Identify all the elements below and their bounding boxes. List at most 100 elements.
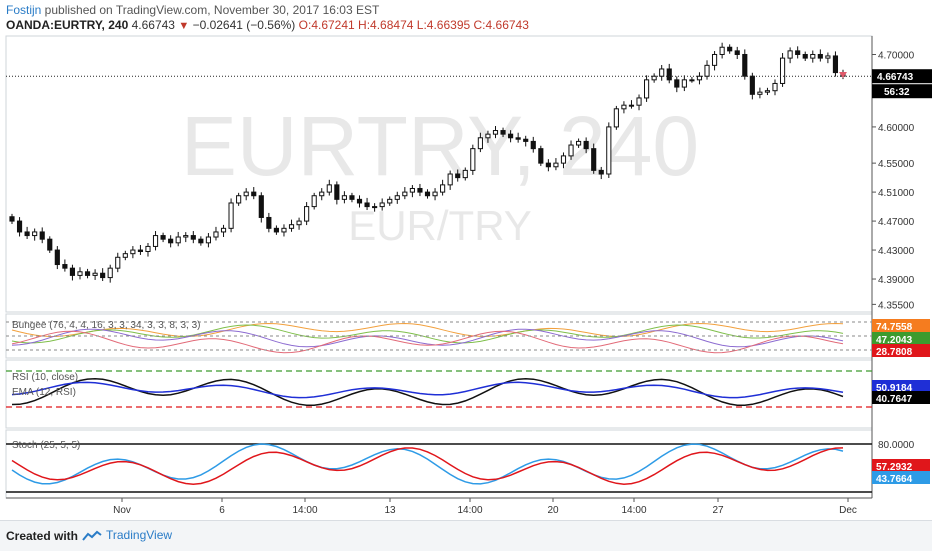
- candle-body: [236, 195, 242, 204]
- candle-body: [62, 264, 68, 269]
- time-tick-label: 14:00: [457, 505, 482, 516]
- price-change: −0.02641 (−0.56%): [192, 18, 296, 32]
- candle-series: [6, 42, 872, 283]
- candle-body: [500, 130, 506, 135]
- candle-body: [228, 202, 234, 229]
- watermark-pair: EUR/TRY: [348, 202, 532, 249]
- ohlc-line: OANDA:EURTRY, 240 4.66743 ▼ −0.02641 (−0…: [6, 18, 529, 32]
- rsi-line: [11, 377, 844, 406]
- candle-body: [757, 91, 763, 95]
- candle-body: [432, 191, 438, 197]
- candle-body: [666, 68, 672, 81]
- candle-body: [832, 55, 839, 74]
- candle-body: [220, 227, 227, 233]
- candle-body: [772, 82, 778, 92]
- stoch-title: Stoch (25, 5, 5): [12, 440, 80, 451]
- candle-body: [523, 138, 529, 142]
- candle-body: [273, 227, 279, 233]
- countdown-label: 56:32: [884, 87, 910, 98]
- price-tick-label: 4.35500: [878, 300, 915, 311]
- price-tick-label: 4.55000: [878, 159, 915, 170]
- candle-body: [402, 191, 408, 197]
- candle-body: [47, 238, 53, 251]
- ema-value: 50.9184: [876, 383, 913, 394]
- candle-body: [470, 148, 476, 171]
- candle-body: [644, 79, 650, 99]
- candle-body: [130, 249, 136, 255]
- candle-body: [455, 173, 461, 179]
- author-link[interactable]: Fostijn: [6, 3, 42, 17]
- time-axis: Nov 6 14:00 13 14:00 20 14:00 27 Dec: [113, 498, 857, 516]
- bungee-upper-value-box: [872, 319, 930, 332]
- open-value: O:4.67241: [298, 18, 355, 32]
- candle-body: [628, 104, 635, 107]
- bungee-mid-value: 47.2043: [876, 335, 913, 346]
- stoch-level-label: 80.0000: [878, 440, 915, 451]
- tradingview-link[interactable]: TradingView: [82, 528, 172, 542]
- bungee-upper-value: 74.7558: [876, 322, 913, 333]
- bungee-lower-value: 28.7808: [876, 347, 913, 358]
- candle-body: [651, 75, 657, 81]
- candle-body: [183, 235, 189, 238]
- bungee-line: [11, 328, 844, 348]
- last-price-label: 4.66743: [877, 72, 914, 83]
- candle-body: [583, 140, 589, 150]
- candle-body: [598, 169, 604, 175]
- candle-body: [485, 133, 491, 139]
- candle-body: [100, 272, 106, 279]
- candle-body: [115, 256, 121, 269]
- ema-title: EMA (12, RSI): [12, 387, 76, 398]
- stoch-k-value: 43.7664: [876, 474, 913, 485]
- candle-body: [39, 231, 45, 240]
- close-value: C:4.66743: [473, 18, 529, 32]
- rsi-ema-line: [11, 381, 844, 399]
- down-arrow-icon: ▼: [178, 20, 190, 32]
- candle-body: [696, 75, 703, 81]
- sell-signal-icon: [839, 72, 847, 78]
- candle-body: [817, 53, 823, 59]
- candle-body: [379, 202, 385, 208]
- symbol-label: OANDA:EURTRY, 240: [6, 18, 129, 32]
- candle-body: [107, 267, 113, 279]
- candle-body: [198, 238, 204, 244]
- candle-body: [304, 206, 310, 222]
- candle-body: [613, 108, 619, 128]
- candle-body: [152, 235, 159, 247]
- countdown-box: [872, 84, 932, 99]
- candle-body: [538, 148, 544, 164]
- time-tick-label: 6: [219, 505, 225, 516]
- price-tick-label: 4.43000: [878, 246, 915, 257]
- candle-body: [477, 137, 483, 150]
- candle-body: [319, 191, 325, 197]
- indicator-labels: Bungee (76, 4, 4, 16, 3, 3, 34, 3, 3, 8,…: [12, 319, 930, 485]
- candle-body: [568, 144, 574, 157]
- candle-body: [409, 187, 415, 193]
- stoch-k-value-box: [872, 471, 930, 484]
- candle-body: [636, 97, 642, 106]
- candle-body: [175, 236, 181, 244]
- candle-body: [802, 53, 808, 59]
- candle-body: [69, 267, 76, 276]
- rsi-value: 40.7647: [876, 394, 913, 405]
- candle-body: [825, 55, 831, 59]
- candle-body: [734, 50, 740, 55]
- candle-body: [424, 191, 431, 197]
- candle-body: [689, 79, 695, 82]
- candle-body: [621, 104, 627, 110]
- candle-body: [341, 195, 347, 200]
- candle-body: [251, 191, 257, 197]
- candle-body: [9, 216, 15, 222]
- candle-body: [681, 79, 687, 88]
- candle-body: [447, 173, 453, 186]
- candle-body: [356, 198, 363, 204]
- candle-body: [281, 227, 287, 233]
- candle-body: [674, 79, 680, 88]
- candle-body: [205, 236, 211, 244]
- bungee-line: [11, 330, 844, 354]
- rsi-value-box: [872, 391, 930, 404]
- candle-body: [727, 46, 733, 52]
- candle-body: [560, 155, 567, 164]
- bungee-lower-value-box: [872, 344, 930, 357]
- stoch-d-line: [11, 447, 844, 485]
- bungee-mid-value-box: [872, 332, 930, 345]
